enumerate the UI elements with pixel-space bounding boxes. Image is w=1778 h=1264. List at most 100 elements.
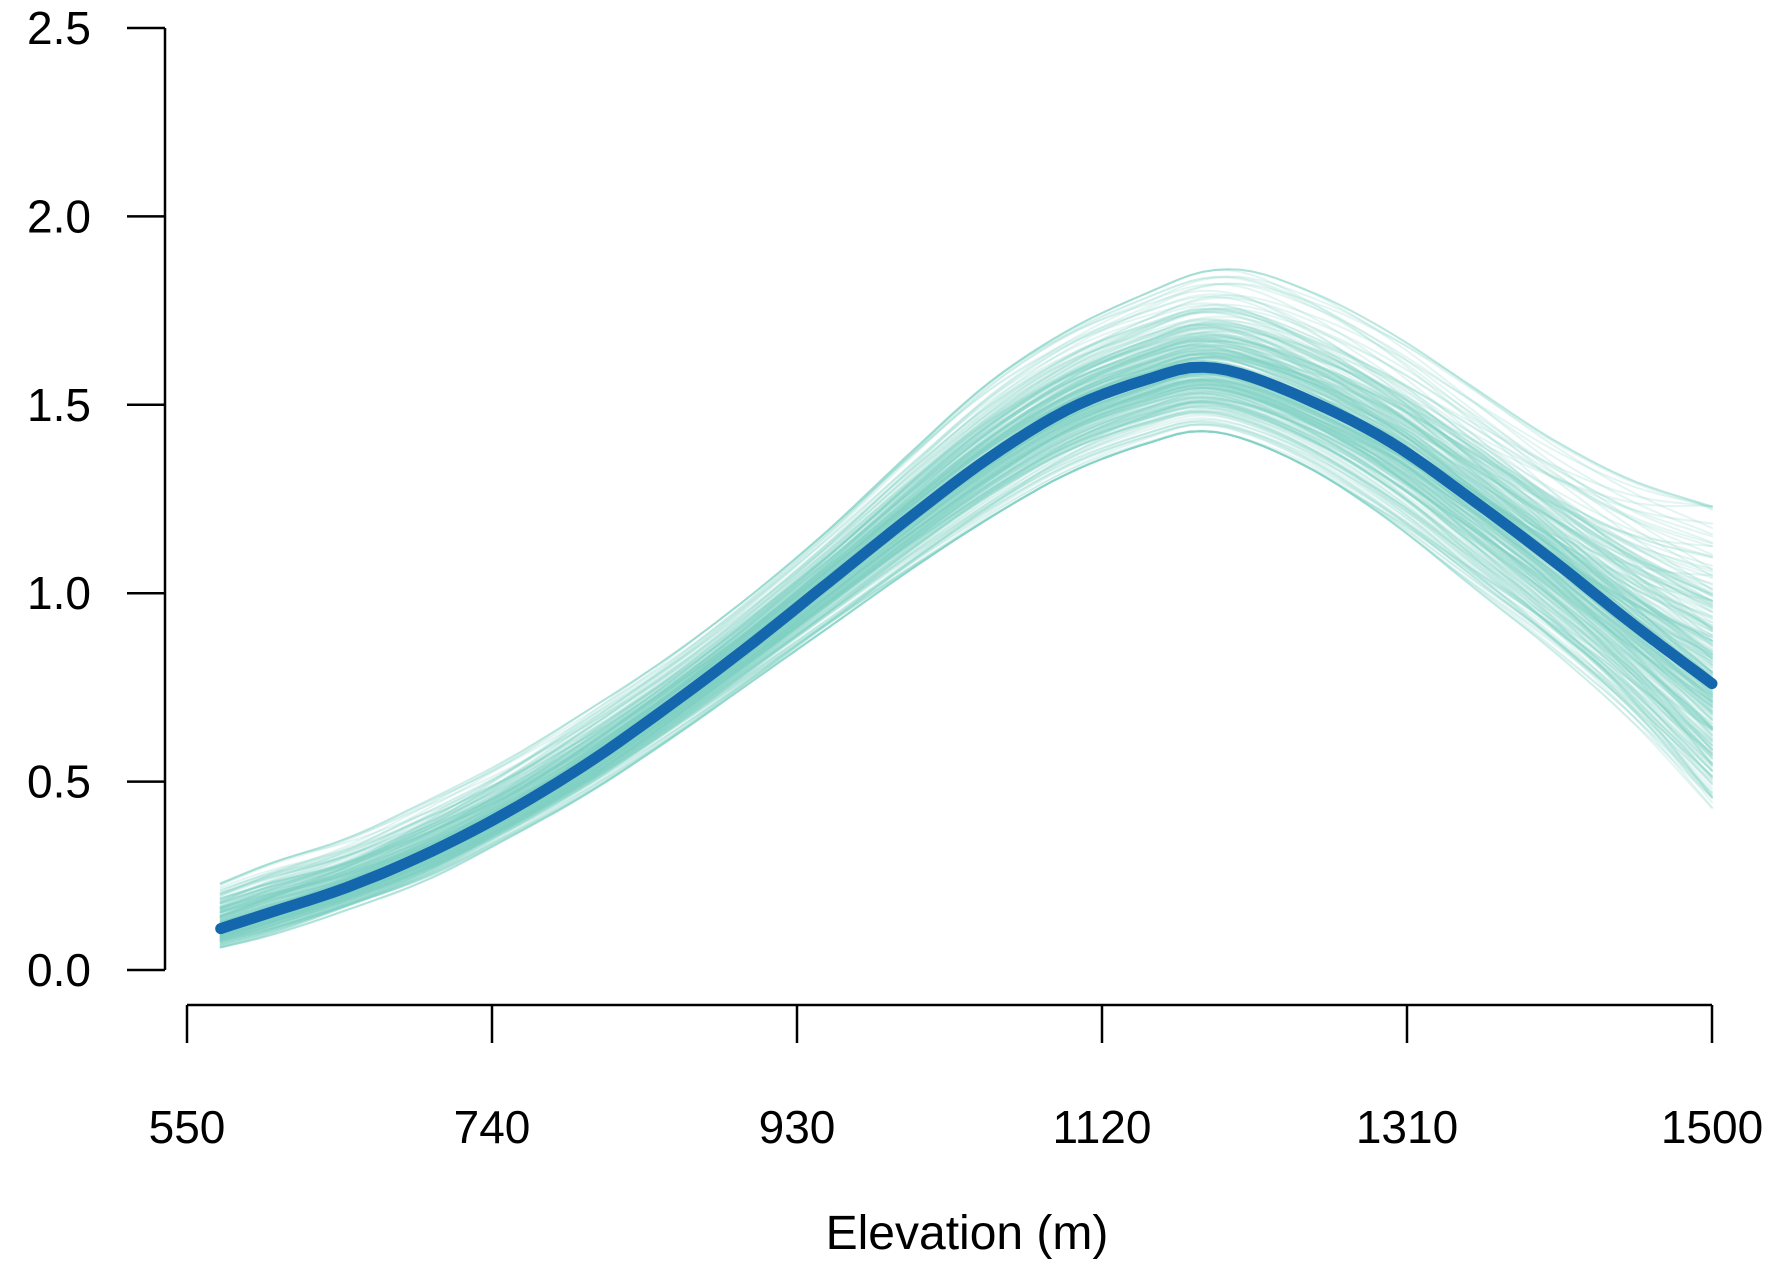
posterior-draw-line xyxy=(219,372,1713,912)
posterior-draw-line xyxy=(219,268,1713,919)
y-tick-label: 1.0 xyxy=(27,567,91,619)
posterior-draw-line xyxy=(219,346,1713,913)
posterior-draw-line xyxy=(219,365,1713,947)
x-tick-label: 1310 xyxy=(1356,1101,1458,1153)
posterior-draw-line xyxy=(219,370,1713,905)
y-tick-label: 1.5 xyxy=(27,379,91,431)
posterior-draw-line xyxy=(219,343,1713,928)
posterior-draw-line xyxy=(219,318,1713,909)
posterior-draw-line xyxy=(219,337,1713,905)
posterior-draw-line xyxy=(219,352,1713,894)
posterior-draw-line xyxy=(219,304,1713,903)
posterior-draw-line xyxy=(219,353,1713,909)
posterior-draw-line xyxy=(219,414,1713,932)
posterior-draw-line xyxy=(219,385,1713,900)
posterior-draw-line xyxy=(219,399,1713,937)
posterior-draw-line xyxy=(219,400,1713,935)
posterior-draw-line xyxy=(219,395,1713,946)
posterior-draw-line xyxy=(219,430,1713,929)
posterior-draw-line xyxy=(219,392,1713,890)
posterior-draw-line xyxy=(219,370,1713,938)
posterior-draw-line xyxy=(219,275,1713,921)
posterior-draw-line xyxy=(219,406,1713,939)
posterior-draw-line xyxy=(219,348,1713,941)
posterior-draw-line xyxy=(219,373,1713,941)
posterior-draw-line xyxy=(219,423,1713,936)
posterior-draw-line xyxy=(219,310,1713,928)
posterior-draw-line xyxy=(219,363,1713,927)
posterior-draw-line xyxy=(219,308,1713,910)
posterior-draw-line xyxy=(219,294,1713,927)
posterior-draw-line xyxy=(219,430,1713,933)
posterior-draw-line xyxy=(219,375,1713,942)
posterior-draw-line xyxy=(219,322,1713,917)
posterior-draw-line xyxy=(219,384,1713,935)
posterior-draw-line xyxy=(219,373,1713,938)
posterior-draw-line xyxy=(219,386,1713,940)
posterior-draw-line xyxy=(219,386,1713,938)
posterior-draw-line xyxy=(219,405,1713,935)
posterior-draw-line xyxy=(219,311,1713,896)
posterior-draw-line xyxy=(219,347,1713,940)
posterior-draw-line xyxy=(219,268,1713,922)
posterior-draw-line xyxy=(219,308,1713,930)
posterior-draw-line xyxy=(219,307,1713,924)
posterior-draw-line xyxy=(219,310,1713,932)
posterior-draw-line xyxy=(219,390,1713,942)
posterior-draw-line xyxy=(219,404,1713,946)
posterior-draw-line xyxy=(219,380,1713,947)
posterior-draw-line xyxy=(219,289,1713,897)
posterior-draw-line xyxy=(219,389,1713,909)
posterior-draw-line xyxy=(219,318,1713,908)
posterior-draw-line xyxy=(219,341,1713,900)
posterior-draw-line xyxy=(219,275,1713,929)
posterior-draw-line xyxy=(219,335,1713,927)
posterior-draw-line xyxy=(219,396,1713,939)
posterior-draw-line xyxy=(219,423,1713,944)
posterior-draw-line xyxy=(219,282,1713,913)
posterior-draw-line xyxy=(219,411,1713,938)
x-axis-title: Elevation (m) xyxy=(826,1207,1109,1260)
posterior-draw-line xyxy=(219,390,1713,941)
posterior-draw-line xyxy=(219,409,1713,936)
x-tick-label: 550 xyxy=(149,1101,226,1153)
posterior-draw-line xyxy=(219,410,1713,944)
posterior-draw-line xyxy=(219,334,1713,917)
posterior-draw-line xyxy=(219,359,1713,927)
posterior-draw-line xyxy=(219,392,1713,930)
posterior-draw-line xyxy=(219,357,1713,924)
posterior-mean-line xyxy=(215,361,1718,935)
posterior-draw-line xyxy=(219,407,1713,949)
posterior-draw-line xyxy=(219,345,1713,914)
posterior-draw-line xyxy=(219,321,1713,928)
posterior-draw-line xyxy=(219,400,1713,940)
posterior-draw-line xyxy=(219,325,1713,928)
posterior-draw-line xyxy=(219,430,1713,927)
posterior-draw-line xyxy=(219,430,1713,941)
posterior-draw-line xyxy=(219,398,1713,949)
posterior-draw-line xyxy=(219,430,1713,941)
posterior-draw-line xyxy=(219,339,1713,902)
posterior-draw-line xyxy=(219,342,1713,892)
posterior-draw-line xyxy=(219,315,1713,911)
posterior-draw-line xyxy=(219,323,1713,931)
posterior-draw-line xyxy=(219,269,1713,903)
posterior-draw-line xyxy=(219,422,1713,938)
posterior-draw-line xyxy=(219,293,1713,930)
posterior-draw-line xyxy=(219,418,1713,931)
posterior-draw-line xyxy=(219,430,1713,943)
posterior-draw-line xyxy=(219,295,1713,885)
posterior-draw-line xyxy=(219,417,1713,929)
posterior-draw-line xyxy=(219,430,1713,932)
posterior-draw-line xyxy=(219,307,1713,935)
x-tick-label: 930 xyxy=(759,1101,836,1153)
posterior-draw-line xyxy=(219,367,1713,910)
y-tick-label: 0.5 xyxy=(27,756,91,808)
posterior-draw-line xyxy=(219,430,1713,949)
posterior-draw-line xyxy=(219,331,1713,928)
posterior-draw-line xyxy=(219,339,1713,885)
posterior-draw-line xyxy=(219,400,1713,937)
posterior-draw-line xyxy=(219,332,1713,914)
y-tick-label: 2.0 xyxy=(27,190,91,242)
posterior-draw-line xyxy=(219,383,1713,940)
